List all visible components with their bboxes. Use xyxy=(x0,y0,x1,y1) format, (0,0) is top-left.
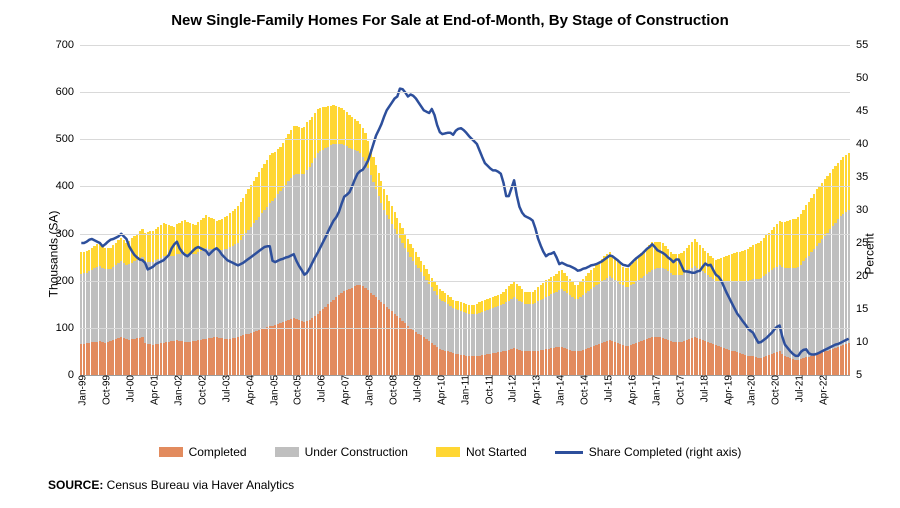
x-tick-label: Apr-07 xyxy=(337,375,352,405)
gridline xyxy=(80,45,850,46)
legend: Completed Under Construction Not Started Sh… xyxy=(0,445,900,459)
y-tick-left: 300 xyxy=(56,228,80,240)
gridline xyxy=(80,281,850,282)
y-tick-left: 600 xyxy=(56,86,80,98)
gridline xyxy=(80,139,850,140)
line-layer xyxy=(80,45,850,375)
legend-line-swatch xyxy=(555,451,583,454)
x-tick-label: Jan-20 xyxy=(743,375,758,406)
x-tick-label: Jul-06 xyxy=(313,375,328,402)
x-tick-label: Oct-14 xyxy=(576,375,591,405)
x-tick-label: Jan-99 xyxy=(74,375,89,406)
legend-item-share_line: Share Completed (right axis) xyxy=(555,445,742,459)
y-tick-left: 700 xyxy=(56,39,80,51)
x-tick-label: Apr-01 xyxy=(146,375,161,405)
legend-label: Under Construction xyxy=(305,445,408,459)
y-tick-left: 200 xyxy=(56,275,80,287)
x-tick-label: Jul-00 xyxy=(122,375,137,402)
x-tick-label: Jul-18 xyxy=(695,375,710,402)
legend-item-under_construction: Under Construction xyxy=(275,445,408,459)
y-tick-left: 500 xyxy=(56,133,80,145)
x-tick-label: Apr-16 xyxy=(623,375,638,405)
x-tick-label: Jul-21 xyxy=(791,375,806,402)
x-tick-label: Oct-20 xyxy=(767,375,782,405)
gridline xyxy=(80,328,850,329)
gridline xyxy=(80,234,850,235)
y-tick-right: 30 xyxy=(850,204,868,216)
y-tick-left: 400 xyxy=(56,180,80,192)
legend-swatch xyxy=(275,447,299,457)
legend-swatch xyxy=(436,447,460,457)
x-tick-label: Apr-22 xyxy=(815,375,830,405)
y-tick-right: 55 xyxy=(850,39,868,51)
y-tick-left: 100 xyxy=(56,322,80,334)
legend-item-not_started: Not Started xyxy=(436,445,527,459)
x-tick-label: Apr-10 xyxy=(432,375,447,405)
x-tick-label: Jan-08 xyxy=(361,375,376,406)
chart-container: New Single-Family Homes For Sale at End-… xyxy=(0,0,900,508)
x-tick-label: Jul-09 xyxy=(408,375,423,402)
legend-label: Share Completed (right axis) xyxy=(589,445,742,459)
legend-swatch xyxy=(159,447,183,457)
y-tick-right: 20 xyxy=(850,270,868,282)
x-tick-label: Oct-02 xyxy=(193,375,208,405)
y-tick-right: 15 xyxy=(850,303,868,315)
gridline xyxy=(80,186,850,187)
share-completed-line xyxy=(81,89,848,356)
x-tick-label: Oct-11 xyxy=(480,375,495,404)
y-tick-right: 40 xyxy=(850,138,868,150)
x-tick-label: Apr-13 xyxy=(528,375,543,405)
source-citation: SOURCE: Census Bureau via Haver Analytic… xyxy=(48,478,294,492)
x-tick-label: Oct-99 xyxy=(98,375,113,405)
x-tick-label: Jan-17 xyxy=(647,375,662,406)
y-tick-right: 45 xyxy=(850,105,868,117)
source-prefix: SOURCE: xyxy=(48,478,103,492)
legend-label: Not Started xyxy=(466,445,527,459)
x-tick-label: Apr-19 xyxy=(719,375,734,405)
x-tick-label: Jul-03 xyxy=(217,375,232,402)
gridline xyxy=(80,92,850,93)
x-tick-label: Apr-04 xyxy=(241,375,256,405)
x-tick-label: Oct-17 xyxy=(671,375,686,405)
legend-label: Completed xyxy=(189,445,247,459)
legend-item-completed: Completed xyxy=(159,445,247,459)
y-tick-right: 35 xyxy=(850,171,868,183)
x-tick-label: Oct-08 xyxy=(384,375,399,405)
x-tick-label: Jan-05 xyxy=(265,375,280,406)
plot-area: 0100200300400500600700510152025303540455… xyxy=(80,44,850,375)
x-tick-label: Jan-02 xyxy=(169,375,184,406)
source-text: Census Bureau via Haver Analytics xyxy=(103,478,294,492)
x-tick-label: Jul-15 xyxy=(600,375,615,402)
y-tick-right: 5 xyxy=(850,369,862,381)
x-tick-label: Oct-05 xyxy=(289,375,304,405)
y-tick-right: 10 xyxy=(850,336,868,348)
chart-title: New Single-Family Homes For Sale at End-… xyxy=(0,12,900,29)
x-tick-label: Jan-14 xyxy=(552,375,567,406)
y-tick-right: 50 xyxy=(850,72,868,84)
y-tick-right: 25 xyxy=(850,237,868,249)
x-tick-label: Jul-12 xyxy=(504,375,519,402)
x-tick-label: Jan-11 xyxy=(456,375,471,405)
